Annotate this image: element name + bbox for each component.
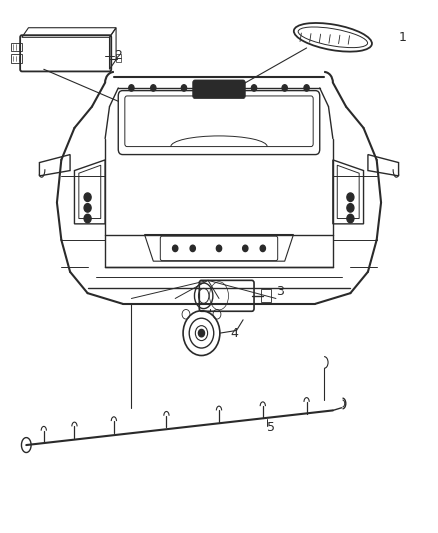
Circle shape (190, 245, 195, 252)
FancyBboxPatch shape (193, 80, 245, 99)
Circle shape (251, 85, 257, 91)
Text: 2: 2 (114, 50, 122, 62)
Circle shape (216, 85, 222, 91)
Circle shape (84, 193, 91, 201)
Circle shape (243, 245, 248, 252)
Circle shape (347, 204, 354, 212)
Circle shape (198, 329, 205, 337)
Text: 3: 3 (276, 285, 284, 298)
Circle shape (282, 85, 287, 91)
Circle shape (216, 245, 222, 252)
Text: 5: 5 (267, 422, 275, 434)
Circle shape (151, 85, 156, 91)
Circle shape (129, 85, 134, 91)
Circle shape (347, 193, 354, 201)
Circle shape (173, 245, 178, 252)
Circle shape (304, 85, 309, 91)
Bar (116, 54, 121, 62)
Text: 1: 1 (399, 31, 406, 44)
Circle shape (181, 85, 187, 91)
Bar (261, 289, 271, 302)
Circle shape (84, 214, 91, 223)
Circle shape (260, 245, 265, 252)
Circle shape (84, 204, 91, 212)
Text: 4: 4 (230, 327, 238, 340)
Circle shape (347, 214, 354, 223)
